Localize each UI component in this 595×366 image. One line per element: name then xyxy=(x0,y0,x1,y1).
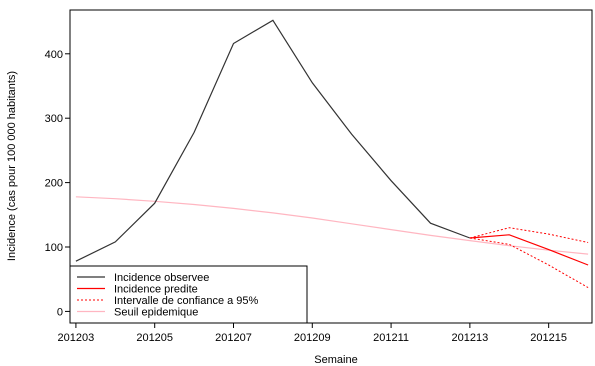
y-axis-label: Incidence (cas pour 100 000 habitants) xyxy=(6,71,18,261)
legend-label: Incidence observee xyxy=(114,272,209,284)
y-tick-label: 300 xyxy=(45,113,63,125)
series-line-3 xyxy=(470,238,588,288)
x-tick-label: 201205 xyxy=(136,332,173,344)
x-tick-label: 201213 xyxy=(452,332,489,344)
x-tick-label: 201209 xyxy=(294,332,331,344)
y-tick-label: 200 xyxy=(45,178,63,190)
x-tick-label: 201203 xyxy=(58,332,95,344)
series-line-0 xyxy=(76,20,470,261)
legend-label: Intervalle de confiance a 95% xyxy=(114,295,259,307)
x-tick-label: 201207 xyxy=(215,332,252,344)
x-tick-label: 201211 xyxy=(373,332,409,344)
legend-label: Incidence predite xyxy=(114,284,198,296)
legend-label: Seuil epidemique xyxy=(114,307,198,319)
y-tick-label: 0 xyxy=(57,306,63,318)
y-tick-label: 100 xyxy=(45,242,63,254)
series-line-1 xyxy=(470,235,588,265)
y-tick-label: 400 xyxy=(45,49,63,61)
x-axis-label: Semaine xyxy=(314,354,357,366)
series-line-2 xyxy=(470,228,588,243)
x-tick-label: 201215 xyxy=(530,332,567,344)
